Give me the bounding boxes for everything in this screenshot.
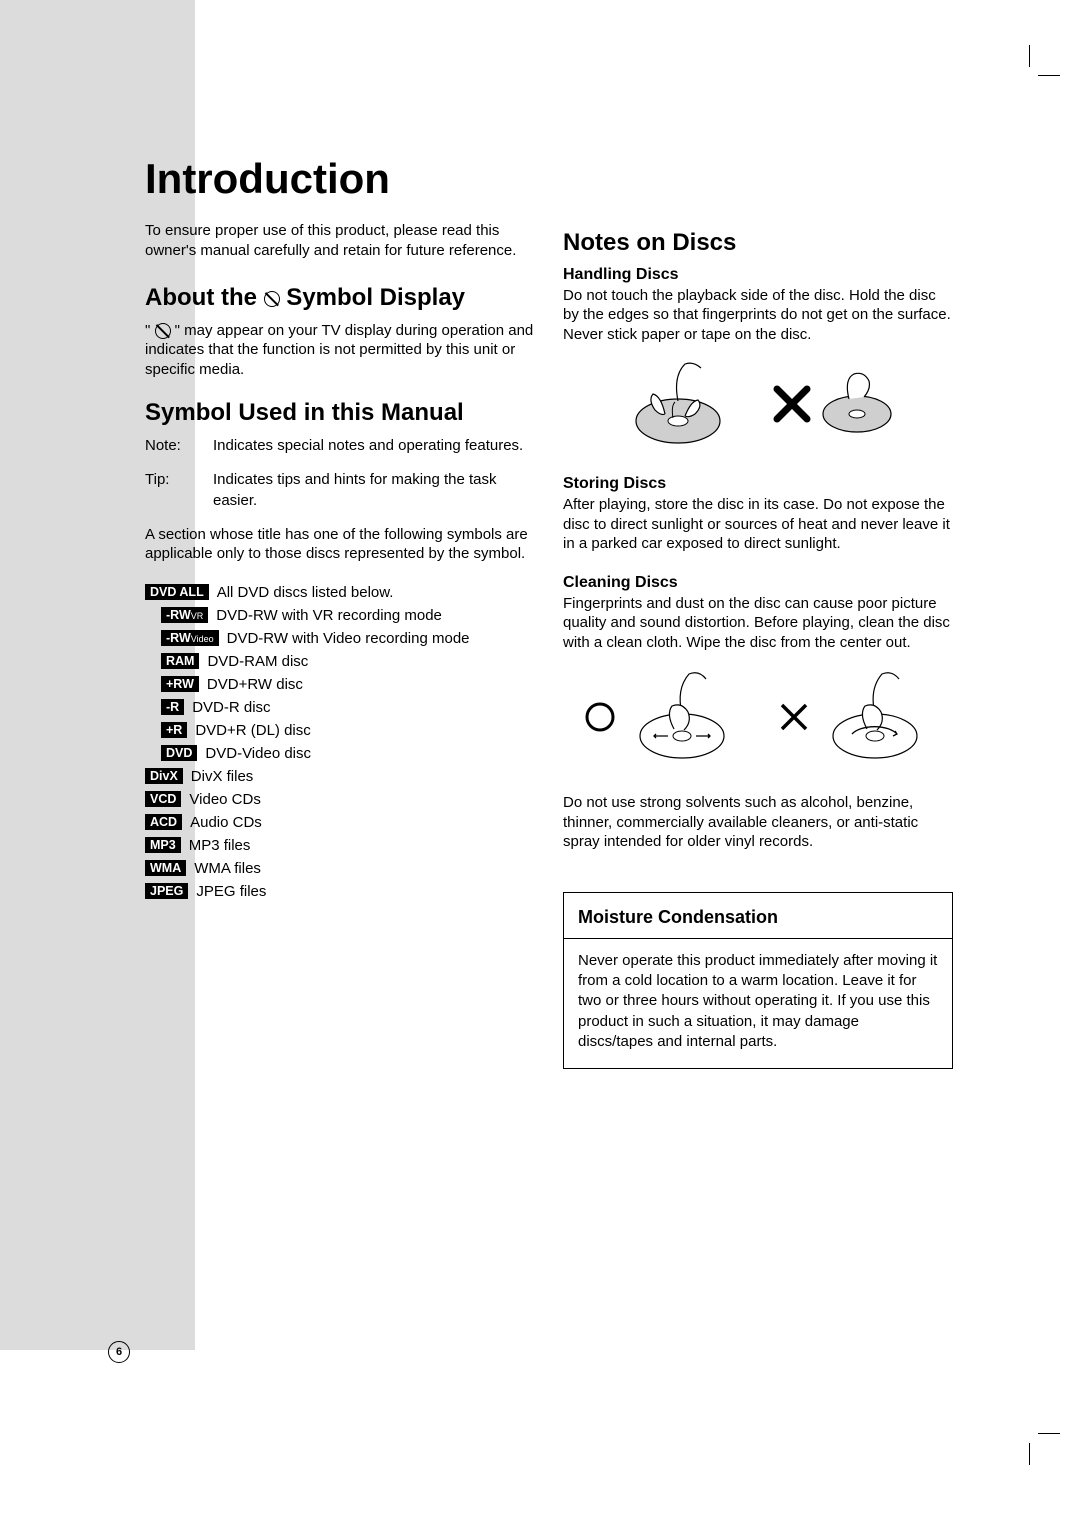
wipe-radial-icon (624, 664, 739, 769)
disc-badge: DivX (145, 768, 183, 784)
symbol-row: RAM DVD-RAM disc (161, 653, 535, 670)
symbol-list: DVD ALL All DVD discs listed below. -RWVR D… (145, 584, 535, 900)
right-column: Notes on Discs Handling Discs Do not tou… (563, 221, 953, 1069)
heading-text-post: Symbol Display (280, 284, 465, 311)
cleaning-heading: Cleaning Discs (563, 574, 953, 592)
about-symbol-heading: About the Symbol Display (145, 284, 535, 313)
symbol-row: JPEG JPEG files (145, 883, 535, 900)
symbol-row: DVD ALL All DVD discs listed below. (145, 584, 535, 601)
symbol-row: +RW DVD+RW disc (161, 676, 535, 693)
tip-desc: Indicates tips and hints for making the … (213, 470, 535, 511)
symbol-desc: DVD+R (DL) disc (195, 722, 310, 739)
wipe-circular-icon (817, 664, 932, 769)
x-mark-icon (773, 385, 811, 423)
symbol-row: VCD Video CDs (145, 791, 535, 808)
symbol-desc: DVD+RW disc (207, 676, 303, 693)
symbol-row: -RWVR DVD-RW with VR recording mode (161, 607, 535, 624)
disc-hold-correct-icon (623, 356, 733, 451)
notes-discs-heading: Notes on Discs (563, 229, 953, 258)
symbol-desc: DVD-RW with VR recording mode (216, 607, 442, 624)
symbol-row: WMA WMA files (145, 860, 535, 877)
cleaning-illustration (563, 664, 953, 769)
wipe-correct (584, 664, 739, 769)
disc-badge: +RW (161, 676, 199, 692)
intro-paragraph: To ensure proper use of this product, pl… (145, 221, 535, 260)
handling-text: Do not touch the playback side of the di… (563, 286, 953, 345)
prohibit-icon (155, 323, 171, 339)
about-symbol-text: " " may appear on your TV display during… (145, 321, 535, 380)
symbol-desc: WMA files (194, 860, 261, 877)
circle-ok-icon (584, 701, 616, 733)
symbol-section-intro: A section whose title has one of the fol… (145, 525, 535, 564)
symbol-desc: All DVD discs listed below. (217, 584, 394, 601)
symbol-desc: Video CDs (189, 791, 260, 808)
symbol-row: DVD DVD-Video disc (161, 745, 535, 762)
storing-text: After playing, store the disc in its cas… (563, 495, 953, 554)
moisture-box: Moisture Condensation Never operate this… (563, 892, 953, 1069)
tip-term: Tip: (145, 470, 213, 511)
note-definition: Note: Indicates special notes and operat… (145, 436, 535, 456)
symbol-row: +R DVD+R (DL) disc (161, 722, 535, 739)
left-column: To ensure proper use of this product, pl… (145, 221, 535, 1069)
disc-badge: +R (161, 722, 187, 738)
symbol-desc: DVD-R disc (192, 699, 270, 716)
symbol-row: MP3 MP3 files (145, 837, 535, 854)
handling-heading: Handling Discs (563, 266, 953, 284)
content-area: Introduction To ensure proper use of thi… (195, 0, 1080, 1528)
prohibit-icon (264, 291, 280, 307)
disc-badge: JPEG (145, 883, 188, 899)
disc-badge: -RWVideo (161, 630, 219, 646)
moisture-text: Never operate this product immediately a… (578, 951, 938, 1052)
page-number: 6 (108, 1341, 130, 1363)
disc-touch-wrong (773, 369, 894, 439)
symbol-desc: Audio CDs (190, 814, 262, 831)
storing-heading: Storing Discs (563, 475, 953, 493)
symbol-manual-heading: Symbol Used in this Manual (145, 399, 535, 428)
disc-badge: MP3 (145, 837, 181, 853)
moisture-heading: Moisture Condensation (564, 893, 952, 939)
solvents-text: Do not use strong solvents such as alcoh… (563, 793, 953, 852)
symbol-desc: DVD-RW with Video recording mode (227, 630, 470, 647)
page-title: Introduction (145, 155, 1022, 203)
symbol-row: ACD Audio CDs (145, 814, 535, 831)
wipe-wrong (779, 664, 932, 769)
disc-flat-icon (819, 369, 894, 439)
symbol-desc: JPEG files (196, 883, 266, 900)
disc-badge: DVD (161, 745, 197, 761)
tip-definition: Tip: Indicates tips and hints for making… (145, 470, 535, 511)
note-desc: Indicates special notes and operating fe… (213, 436, 535, 456)
disc-badge: -R (161, 699, 184, 715)
symbol-desc: MP3 files (189, 837, 251, 854)
symbol-desc: DivX files (191, 768, 254, 785)
disc-badge: VCD (145, 791, 181, 807)
disc-badge: WMA (145, 860, 186, 876)
x-mark-icon (779, 702, 809, 732)
cleaning-text: Fingerprints and dust on the disc can ca… (563, 594, 953, 653)
heading-text-pre: About the (145, 284, 264, 311)
disc-badge: DVD ALL (145, 584, 209, 600)
disc-badge: RAM (161, 653, 199, 669)
disc-badge: ACD (145, 814, 182, 830)
note-term: Note: (145, 436, 213, 456)
symbol-desc: DVD-Video disc (205, 745, 311, 762)
symbol-row: -RWVideo DVD-RW with Video recording mode (161, 630, 535, 647)
page: Introduction To ensure proper use of thi… (0, 0, 1080, 1528)
handling-illustration (563, 356, 953, 451)
symbol-desc: DVD-RAM disc (207, 653, 308, 670)
two-column-layout: To ensure proper use of this product, pl… (145, 221, 1022, 1069)
disc-badge: -RWVR (161, 607, 208, 623)
symbol-row: DivX DivX files (145, 768, 535, 785)
symbol-row: -R DVD-R disc (161, 699, 535, 716)
